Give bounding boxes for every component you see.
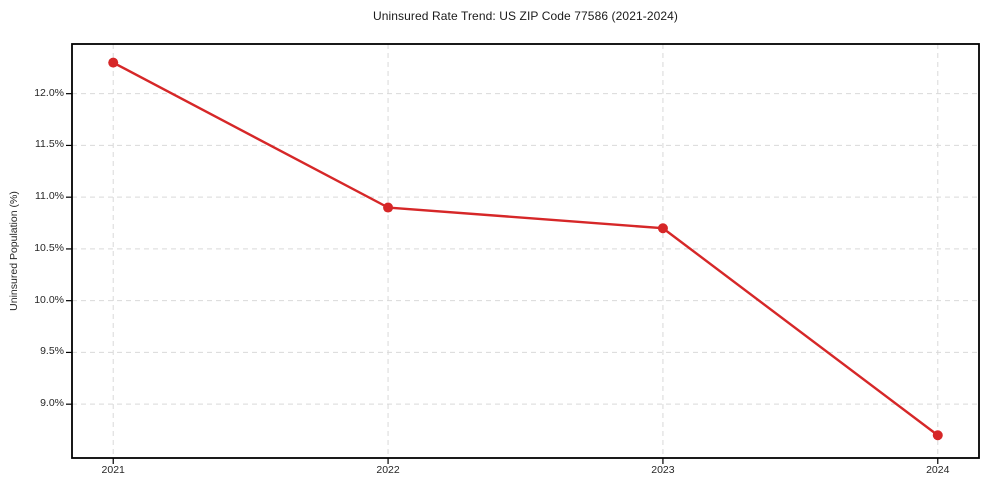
data-point-marker	[657, 223, 668, 234]
chart-title: Uninsured Rate Trend: US ZIP Code 77586 …	[372, 9, 679, 23]
data-point-marker	[383, 202, 394, 213]
data-point-marker	[932, 430, 943, 441]
data-point-marker	[108, 57, 119, 68]
plot-border	[71, 43, 980, 459]
trend-line	[112, 61, 939, 437]
